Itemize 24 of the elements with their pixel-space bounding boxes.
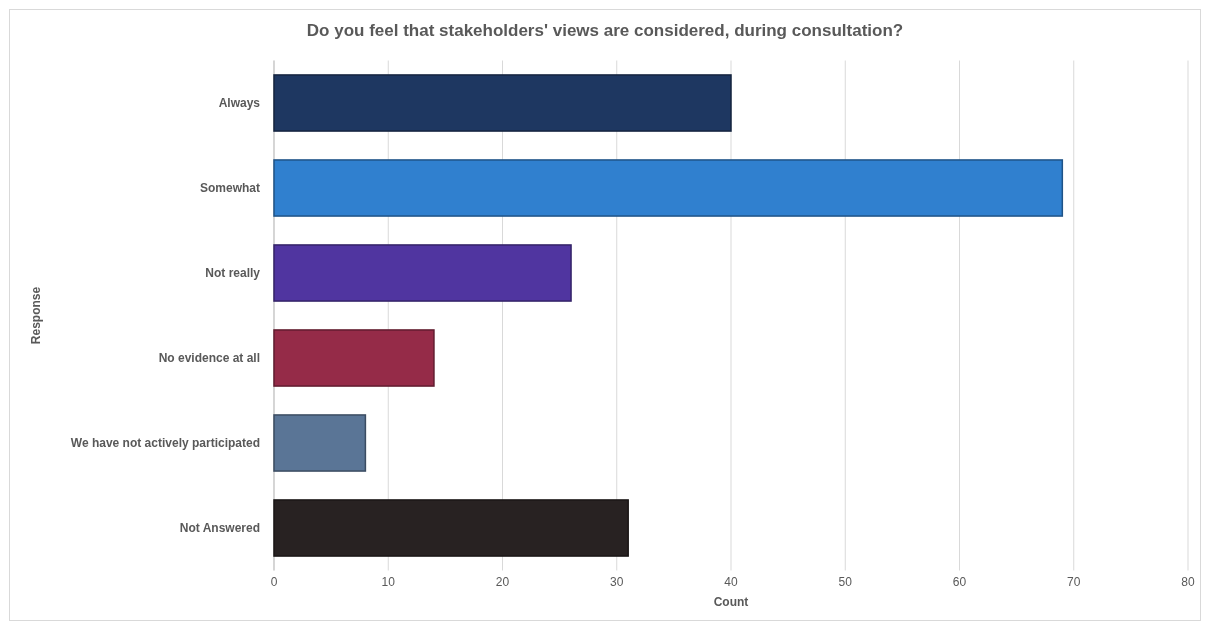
x-axis-title: Count: [713, 595, 749, 609]
y-tick-label: We have not actively participated: [70, 436, 260, 451]
bar: [273, 244, 572, 302]
x-tick-label: 10: [381, 575, 396, 589]
x-tick-label: 80: [1181, 575, 1195, 589]
x-tick-label: 30: [610, 575, 624, 589]
bar: [273, 159, 1064, 217]
y-tick-label: Not really: [205, 266, 261, 281]
bar: [273, 499, 629, 557]
x-tick-label: 0: [270, 575, 278, 589]
y-tick-label: Not Answered: [179, 521, 260, 536]
bar: [273, 74, 732, 132]
y-tick-label: Always: [218, 96, 261, 111]
bar: [273, 329, 435, 387]
chart-title: Do you feel that stakeholders' views are considered, during consultation?: [306, 21, 904, 40]
x-tick-label: 70: [1067, 575, 1081, 589]
y-tick-label: No evidence at all: [158, 351, 260, 366]
x-tick-label: 20: [495, 575, 510, 589]
x-tick-label: 50: [838, 575, 853, 589]
x-tick-label: 40: [724, 575, 738, 589]
y-axis-title: Response: [29, 286, 43, 345]
y-tick-label: Somewhat: [199, 181, 260, 196]
bar: [273, 414, 367, 472]
x-tick-label: 60: [952, 575, 967, 589]
